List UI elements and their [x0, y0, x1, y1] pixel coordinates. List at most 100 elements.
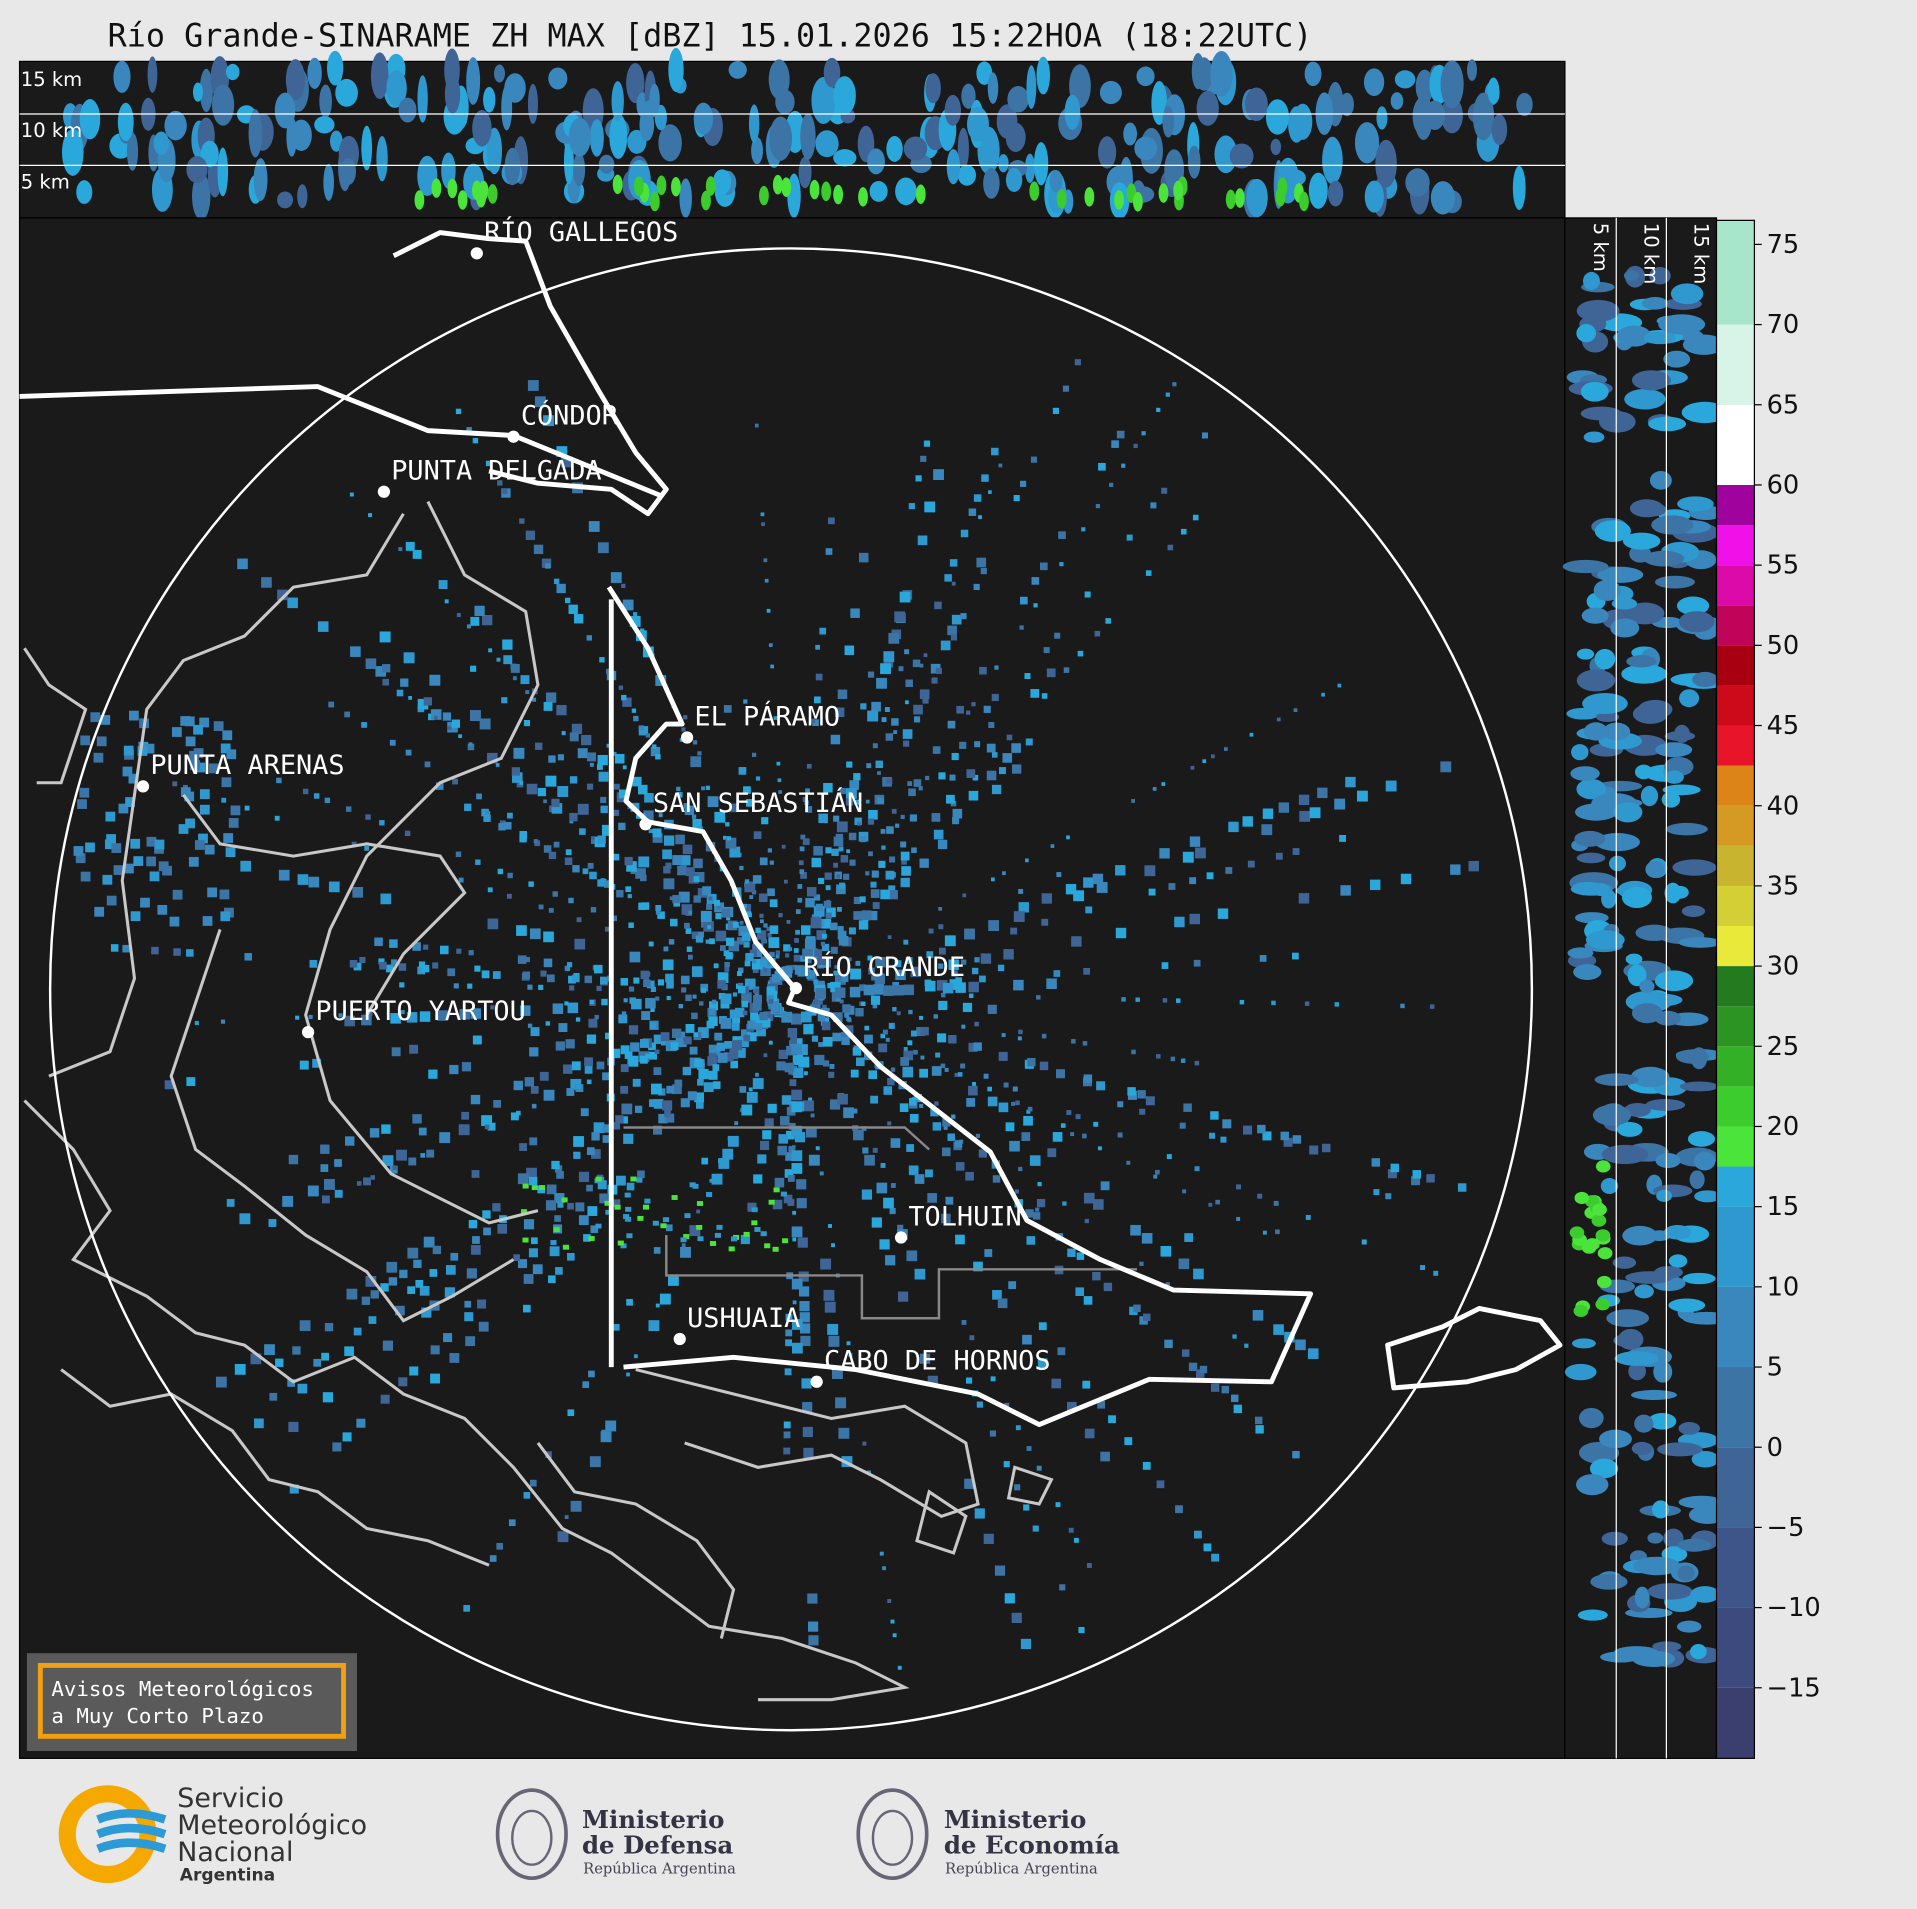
- profile-echo: [417, 75, 428, 123]
- radar-echo: [792, 1237, 797, 1242]
- radar-echo: [815, 644, 821, 650]
- radar-echo: [971, 702, 976, 707]
- radar-echo: [1145, 570, 1152, 576]
- radar-echo: [1223, 747, 1228, 751]
- radar-echo: [313, 1358, 322, 1367]
- radar-echo: [385, 964, 394, 973]
- radar-echo: [751, 1220, 758, 1226]
- radar-echo: [715, 930, 727, 942]
- radar-echo: [625, 1206, 632, 1212]
- radar-echo: [483, 1227, 491, 1236]
- radar-echo: [974, 1021, 979, 1027]
- profile-echo: [833, 184, 844, 205]
- radar-echo: [846, 1016, 851, 1022]
- radar-echo: [633, 1354, 638, 1359]
- profile-echo: [1679, 1081, 1719, 1092]
- radar-echo: [732, 921, 739, 928]
- radar-echo: [1390, 1163, 1400, 1173]
- profile-echo: [1596, 712, 1620, 723]
- radar-echo: [724, 1041, 732, 1049]
- profile-echo: [573, 152, 586, 187]
- radar-echo: [1115, 927, 1127, 939]
- radar-echo: [705, 785, 710, 790]
- radar-echo: [708, 1070, 718, 1080]
- profile-echo: [1674, 724, 1690, 743]
- profile-echo: [1225, 189, 1236, 210]
- radar-echo: [455, 408, 462, 415]
- notice-text: a Muy Corto Plazo: [51, 1704, 264, 1728]
- radar-echo: [901, 859, 907, 865]
- radar-echo: [105, 811, 116, 822]
- radar-echo: [790, 1037, 798, 1045]
- radar-echo: [744, 879, 750, 884]
- radar-echo: [903, 939, 909, 945]
- radar-echo: [1233, 1404, 1243, 1414]
- radar-echo: [557, 1531, 569, 1543]
- radar-echo: [832, 1032, 842, 1042]
- radar-echo: [1165, 1282, 1170, 1287]
- colorbar-tick-label: 50: [1767, 631, 1800, 661]
- radar-echo: [1035, 1207, 1040, 1212]
- radar-echo: [930, 663, 941, 674]
- radar-echo: [751, 1207, 758, 1213]
- radar-echo: [662, 849, 672, 860]
- radar-echo: [852, 1108, 858, 1114]
- radar-echo: [581, 734, 592, 746]
- radar-echo: [628, 986, 635, 992]
- coastline: [606, 585, 1314, 1428]
- radar-echo: [813, 696, 821, 704]
- radar-echo: [1208, 1202, 1213, 1207]
- radar-echo: [808, 1635, 819, 1646]
- radar-echo: [361, 1296, 371, 1305]
- radar-echo: [964, 1478, 975, 1489]
- radar-echo: [728, 940, 740, 952]
- radar-echo: [419, 1011, 431, 1022]
- radar-echo: [968, 790, 979, 801]
- radar-echo: [1012, 1086, 1018, 1092]
- radar-echo: [648, 1320, 660, 1332]
- radar-echo: [837, 926, 844, 933]
- radar-echo: [351, 841, 357, 847]
- radar-echo: [381, 1124, 391, 1134]
- profile-echo: [1245, 87, 1268, 121]
- radar-echo: [517, 1259, 527, 1269]
- radar-echo: [334, 1189, 343, 1198]
- radar-echo: [569, 812, 578, 822]
- radar-echo: [1002, 871, 1006, 876]
- altitude-label: 10 km: [1639, 223, 1662, 284]
- radar-echo: [615, 1115, 624, 1124]
- profile-echo: [1056, 189, 1067, 209]
- radar-echo: [586, 783, 594, 790]
- profile-echo: [1582, 271, 1600, 290]
- radar-echo: [507, 872, 513, 879]
- radar-echo: [890, 1619, 895, 1624]
- radar-echo: [102, 874, 113, 885]
- profile-echo: [679, 178, 692, 218]
- radar-echo: [941, 1147, 951, 1157]
- radar-echo: [794, 938, 799, 943]
- radar-echo: [800, 834, 806, 840]
- radar-echo: [113, 865, 124, 875]
- radar-echo: [934, 601, 942, 610]
- radar-echo: [77, 799, 87, 809]
- radar-echo: [870, 881, 877, 888]
- profile-echo: [1571, 744, 1589, 761]
- radar-echo: [565, 1039, 575, 1049]
- profile-echo: [1414, 94, 1433, 141]
- profile-echo: [1635, 924, 1673, 941]
- radar-echo: [873, 984, 885, 995]
- radar-echo: [1280, 1131, 1289, 1141]
- profile-echo: [1576, 324, 1597, 343]
- profile-echo: [414, 190, 425, 210]
- profile-echo: [1640, 785, 1659, 807]
- profile-echo: [1191, 52, 1205, 90]
- radar-echo: [240, 860, 252, 872]
- radar-echo: [922, 697, 929, 704]
- radar-echo: [868, 910, 878, 921]
- profile-echo: [274, 92, 296, 129]
- radar-echo: [299, 1060, 309, 1070]
- radar-echo: [368, 1316, 377, 1324]
- radar-echo: [1244, 1343, 1249, 1348]
- radar-echo: [839, 999, 844, 1004]
- radar-echo: [1161, 487, 1168, 494]
